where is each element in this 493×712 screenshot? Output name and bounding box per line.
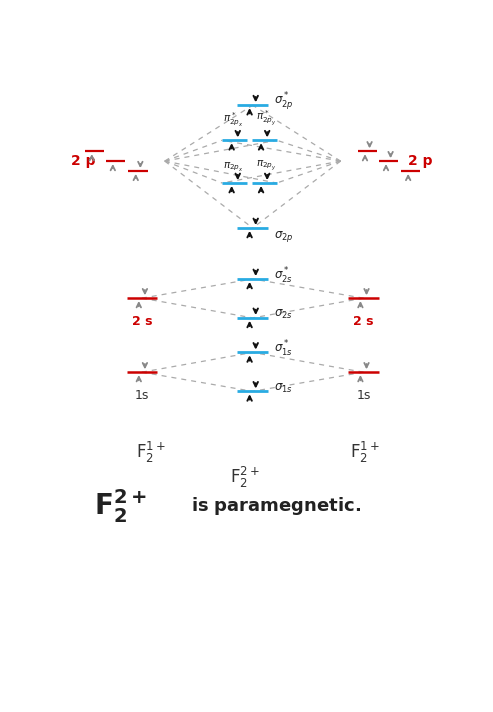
Text: 2 p: 2 p xyxy=(71,154,96,168)
Text: 2 s: 2 s xyxy=(353,315,374,328)
Text: $\mathrm{F_2^{1+}}$: $\mathrm{F_2^{1+}}$ xyxy=(137,440,166,466)
Text: 2 s: 2 s xyxy=(132,315,152,328)
Text: $\sigma^*_{1s}$: $\sigma^*_{1s}$ xyxy=(274,339,292,359)
Text: $\mathbf{is\ paramegnetic.}$: $\mathbf{is\ paramegnetic.}$ xyxy=(190,496,361,518)
Text: $\sigma^*_{2s}$: $\sigma^*_{2s}$ xyxy=(274,266,292,286)
Text: 1s: 1s xyxy=(135,389,149,402)
Text: $\sigma^*_{2p}$: $\sigma^*_{2p}$ xyxy=(274,90,293,112)
Text: $\sigma_{2p}$: $\sigma_{2p}$ xyxy=(274,229,293,244)
Text: 2 p: 2 p xyxy=(408,154,432,168)
Text: 1s: 1s xyxy=(356,389,371,402)
Text: $\mathrm{F_2^{1+}}$: $\mathrm{F_2^{1+}}$ xyxy=(350,440,380,466)
Text: $\mathrm{F_2^{2+}}$: $\mathrm{F_2^{2+}}$ xyxy=(230,465,260,490)
Text: $\sigma_{2s}$: $\sigma_{2s}$ xyxy=(274,308,292,321)
Text: $\pi^*_{2p_x}$: $\pi^*_{2p_x}$ xyxy=(222,110,243,128)
Text: $\mathbf{F_2^{2+}}$: $\mathbf{F_2^{2+}}$ xyxy=(94,488,147,525)
Text: $\pi_{2p_x}$: $\pi_{2p_x}$ xyxy=(222,160,243,173)
Text: $\pi^*_{2p_y}$: $\pi^*_{2p_y}$ xyxy=(256,109,276,128)
Text: $\pi_{2p_y}$: $\pi_{2p_y}$ xyxy=(256,159,276,173)
Text: $\sigma_{1s}$: $\sigma_{1s}$ xyxy=(274,382,292,394)
